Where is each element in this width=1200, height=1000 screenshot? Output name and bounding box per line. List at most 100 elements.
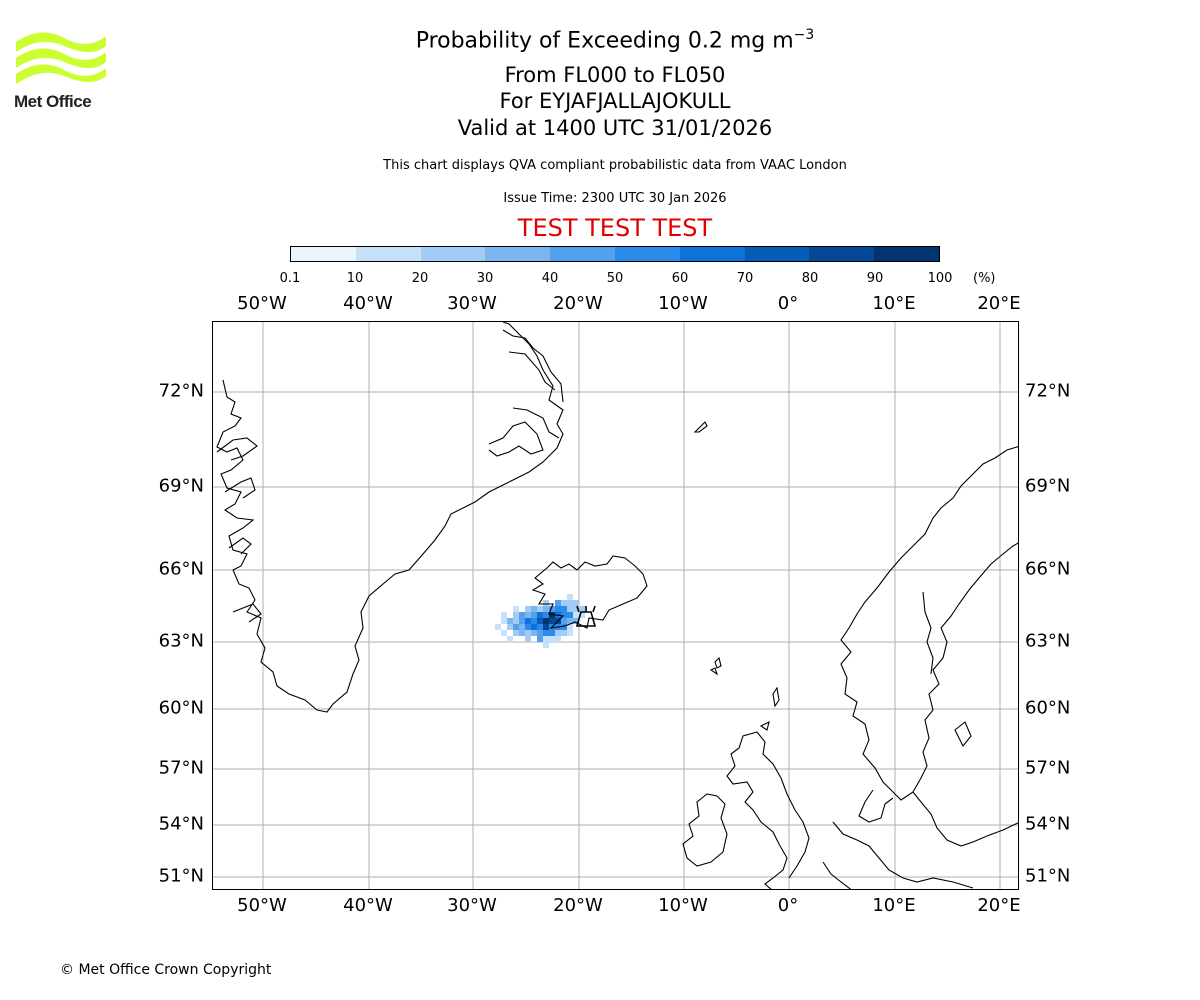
ash-cell	[525, 618, 531, 624]
ash-cell	[561, 606, 567, 612]
latitude-label: 69°N	[158, 475, 204, 497]
latitude-label: 54°N	[158, 813, 204, 835]
colorbar-segment	[420, 247, 486, 261]
ash-cell	[525, 606, 531, 612]
ash-cell	[561, 624, 567, 630]
ash-cell	[501, 612, 507, 618]
longitude-label: 30°W	[447, 895, 497, 916]
ash-cell	[531, 630, 537, 636]
ash-cell	[543, 624, 549, 630]
latitude-label: 66°N	[1025, 558, 1071, 580]
colorbar-tick-label: 30	[476, 271, 494, 286]
colorbar-tick-label: 60	[671, 271, 689, 286]
colorbar-tick-label: 20	[411, 271, 429, 286]
longitude-label: 10°W	[658, 895, 708, 916]
longitude-label: 0°	[777, 293, 799, 314]
map-canvas	[213, 322, 1018, 889]
colorbar-segment	[291, 247, 356, 261]
colorbar-segment	[550, 247, 615, 261]
ash-cell	[543, 612, 549, 618]
ash-cell	[567, 618, 573, 624]
ash-cell	[567, 600, 573, 606]
ash-cell	[507, 636, 513, 642]
met-office-logo-text: Met Office	[14, 92, 92, 111]
ash-cell	[573, 618, 579, 624]
longitude-label: 40°W	[343, 895, 393, 916]
ash-cell	[543, 642, 549, 648]
latitude-label: 57°N	[1025, 757, 1071, 779]
latitude-label: 63°N	[158, 630, 204, 652]
longitude-label: 10°W	[658, 293, 708, 314]
latitude-label: 54°N	[1025, 813, 1071, 835]
longitude-label: 50°W	[237, 293, 287, 314]
ash-cell	[543, 606, 549, 612]
met-office-logo-icon	[16, 32, 106, 84]
colorbar-tick-label: 0.1	[279, 271, 301, 286]
chart-subtitle: This chart displays QVA compliant probab…	[383, 158, 847, 173]
longitude-label: 50°W	[237, 895, 287, 916]
ash-cell	[519, 612, 525, 618]
ash-cell	[549, 612, 555, 618]
colorbar-segment	[744, 247, 810, 261]
chart-title: Probability of Exceeding 0.2 mg m−3	[415, 27, 815, 54]
colorbar	[290, 246, 940, 262]
ash-cell	[513, 612, 519, 618]
test-banner: TEST TEST TEST	[517, 214, 713, 242]
copyright: © Met Office Crown Copyright	[60, 962, 272, 978]
ash-cell	[561, 630, 567, 636]
ash-cell	[555, 600, 561, 606]
ash-cell	[519, 618, 525, 624]
ash-cell	[549, 618, 555, 624]
ash-cell	[525, 630, 531, 636]
ash-cell	[537, 636, 543, 642]
ash-cell	[531, 624, 537, 630]
latitude-label: 60°N	[158, 697, 204, 719]
colorbar-segment	[809, 247, 875, 261]
longitude-label: 20°W	[553, 895, 603, 916]
ash-cell	[537, 630, 543, 636]
ash-cell	[543, 630, 549, 636]
colorbar-segment	[614, 247, 680, 261]
ash-cell	[561, 612, 567, 618]
longitude-label: 0°	[777, 895, 799, 916]
ash-cell	[537, 624, 543, 630]
map-panel[interactable]	[212, 321, 1019, 890]
ash-cell	[531, 606, 537, 612]
ash-cell	[513, 624, 519, 630]
volcano-name: For EYJAFJALLAJOKULL	[499, 89, 731, 113]
ash-cell	[525, 636, 531, 642]
longitude-label: 20°E	[977, 895, 1021, 916]
colorbar-tick-label: 50	[606, 271, 624, 286]
ash-cell	[579, 606, 585, 612]
ash-cell	[555, 636, 561, 642]
ash-cell	[573, 600, 579, 606]
ash-cell	[567, 612, 573, 618]
ash-cell	[525, 624, 531, 630]
coastlines	[216, 322, 1018, 889]
ash-cell	[573, 606, 579, 612]
ash-cell	[549, 636, 555, 642]
ash-cell	[525, 612, 531, 618]
ash-cell	[519, 624, 525, 630]
ash-cell	[519, 630, 525, 636]
longitude-label: 30°W	[447, 293, 497, 314]
ash-cell	[507, 624, 513, 630]
longitude-label: 10°E	[872, 895, 916, 916]
colorbar-segment	[679, 247, 745, 261]
ash-cell	[531, 618, 537, 624]
colorbar-tick-label: 90	[866, 271, 884, 286]
ash-cell	[537, 606, 543, 612]
latitude-label: 72°N	[158, 380, 204, 402]
latitude-label: 60°N	[1025, 697, 1071, 719]
longitude-label: 20°E	[977, 293, 1021, 314]
ash-cell	[513, 618, 519, 624]
graticule	[213, 322, 1018, 889]
colorbar-tick-label: 40	[541, 271, 559, 286]
ash-cell	[501, 630, 507, 636]
latitude-label: 72°N	[1025, 380, 1071, 402]
ash-cell	[561, 618, 567, 624]
latitude-label: 63°N	[1025, 630, 1071, 652]
colorbar-segment	[874, 247, 939, 261]
latitude-label: 51°N	[1025, 865, 1071, 887]
colorbar-tick-label: 80	[801, 271, 819, 286]
